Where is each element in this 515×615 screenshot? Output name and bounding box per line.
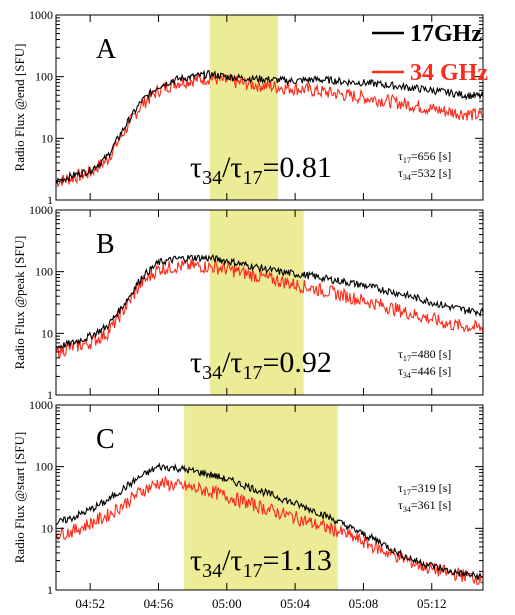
y-tick-label: 1 (47, 388, 53, 402)
y-axis-label: Radio Flux @end [SFU] (12, 44, 27, 172)
y-tick-label: 1000 (29, 398, 53, 412)
tau-ratio-label: τ34/τ17=1.13 (190, 544, 332, 582)
series-line-17ghz (55, 462, 484, 581)
panels-group: 1 10 100 1000 Radio Flux @end [SFU] Aτ34/τ17=… (12, 8, 484, 597)
highlight-band (209, 15, 279, 200)
tau-ratio-label: τ34/τ17=0.92 (190, 346, 332, 384)
tau-value-label: τ17=656 [s] (398, 149, 451, 165)
x-tick-label: 05:00 (212, 596, 242, 611)
panel-letter: B (96, 229, 115, 260)
x-tick-label: 05:08 (349, 596, 379, 611)
tau-value-label: τ34=446 [s] (398, 364, 451, 380)
plot-frame (55, 14, 484, 201)
tau-value-label: τ34=532 [s] (398, 166, 451, 182)
legend-label-34ghz: 34 GHz (410, 60, 488, 86)
tau-value-label: τ17=480 [s] (398, 347, 451, 363)
tau-value-label: τ17=319 [s] (398, 481, 451, 497)
y-tick-label: 1000 (29, 8, 53, 22)
legend-label-17ghz: 17GHz (410, 21, 482, 47)
x-tick-label: 05:12 (417, 596, 447, 611)
y-tick-label: 10 (41, 131, 53, 145)
x-axis: 04:52 04:56 05:00 05:04 05:08 05:12 (75, 596, 446, 611)
series-line-34ghz (55, 72, 484, 188)
y-tick-label: 100 (35, 70, 53, 84)
y-tick-label: 1 (47, 583, 53, 597)
y-axis-label: Radio Flux @start [SFU] (12, 432, 27, 564)
y-tick-label: 10 (41, 326, 53, 340)
series-line-17ghz (55, 253, 484, 349)
panel-c: 10 100 1000 1 Radio Flux @start [SFU] Cτ34/τ1… (12, 398, 484, 597)
x-tick-label: 05:04 (280, 596, 310, 611)
x-tick-label: 04:56 (144, 596, 174, 611)
series-line-34ghz (55, 475, 484, 586)
series-line-17ghz (55, 69, 484, 184)
tau-ratio-label: τ34/τ17=0.81 (190, 151, 332, 189)
tau-value-label: τ34=361 [s] (398, 498, 451, 514)
y-tick-label: 100 (35, 265, 53, 279)
y-tick-label: 1 (47, 193, 53, 207)
y-tick-label: 1000 (29, 203, 53, 217)
legend: 17GHz 34 GHz (372, 21, 488, 86)
panel-letter: A (96, 34, 117, 65)
series-line-34ghz (55, 257, 484, 359)
plot-frame (55, 404, 484, 591)
y-tick-label: 100 (35, 460, 53, 474)
x-tick-label: 04:52 (75, 596, 105, 611)
panel-b: 10 100 1000 1 Radio Flux @peak [SFU] Bτ34/τ17… (12, 203, 484, 402)
panel-letter: C (96, 424, 115, 455)
plot-frame (55, 209, 484, 396)
y-axis-label: Radio Flux @peak [SFU] (12, 236, 27, 370)
y-tick-label: 10 (41, 521, 53, 535)
panel-a: 1 10 100 1000 Radio Flux @end [SFU] Aτ34/τ17=… (12, 8, 484, 207)
highlight-band (184, 405, 338, 590)
highlight-band (209, 210, 304, 395)
